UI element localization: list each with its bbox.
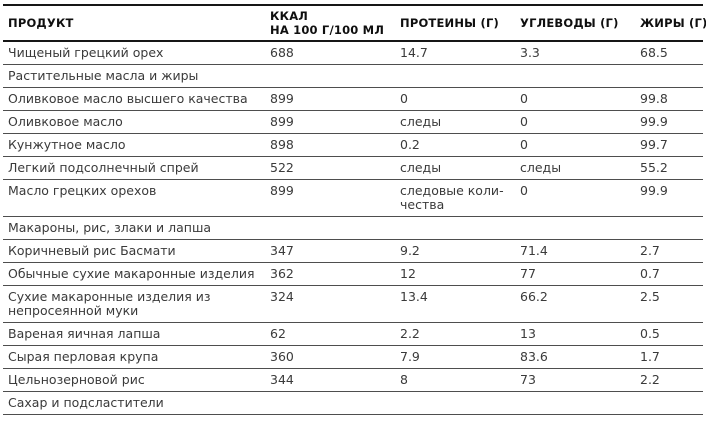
cell-protein: 14.7	[398, 41, 518, 65]
col-header-fat: ЖИРЫ (Г)	[638, 5, 706, 42]
cell-kcal: 344	[268, 368, 398, 392]
table-body: Чищеный грецкий орех 688 14.7 3.3 68.5 Растит…	[3, 41, 703, 415]
section-title: Макароны, рис, злаки и лапша	[3, 216, 703, 240]
cell-kcal: 688	[268, 41, 398, 65]
table-row: Обычные сухие макаронные изделия 362 12 77 0…	[3, 262, 703, 286]
cell-protein: 13.4	[398, 285, 518, 323]
section-row: Растительные масла и жиры	[3, 64, 703, 88]
cell-protein: 7.9	[398, 345, 518, 369]
cell-fat: 99.9	[638, 110, 703, 134]
cell-product: Легкий подсолнечный спрей	[3, 156, 268, 180]
col-header-protein: ПРОТЕИНЫ (Г)	[398, 5, 518, 42]
cell-carbs: следы	[518, 156, 638, 180]
cell-fat: 68.5	[638, 41, 703, 65]
cell-fat: 2.2	[638, 368, 703, 392]
cell-product: Чищеный грецкий орех	[3, 41, 268, 65]
cell-carbs: 0	[518, 110, 638, 134]
col-header-kcal-line1: ККАЛ	[270, 9, 309, 23]
table-row: Оливковое масло 899 следы 0 99.9	[3, 110, 703, 134]
cell-product: Обычные сухие макаронные изделия	[3, 262, 268, 286]
cell-kcal: 362	[268, 262, 398, 286]
cell-carbs: 13	[518, 322, 638, 346]
cell-kcal: 324	[268, 285, 398, 323]
cell-kcal: 62	[268, 322, 398, 346]
table-row: Сухие макаронные изделия из непросе­янно…	[3, 285, 703, 323]
col-header-product: ПРОДУКТ	[3, 5, 268, 42]
cell-carbs: 83.6	[518, 345, 638, 369]
cell-protein: следы	[398, 156, 518, 180]
table-row: Оливковое масло высшего качества 899 0 0 99.…	[3, 87, 703, 111]
header-row: ПРОДУКТ ККАЛ НА 100 Г/100 МЛ ПРОТЕИНЫ (Г…	[3, 5, 706, 42]
cell-kcal: 522	[268, 156, 398, 180]
col-header-carbs: УГЛЕВОДЫ (Г)	[518, 5, 638, 42]
cell-product: Оливковое масло	[3, 110, 268, 134]
cell-product: Сырая перловая крупа	[3, 345, 268, 369]
col-header-fat-label: ЖИРЫ (Г)	[640, 16, 706, 30]
col-header-product-label: ПРОДУКТ	[8, 16, 74, 30]
cell-product: Оливковое масло высшего качества	[3, 87, 268, 111]
cell-protein: 12	[398, 262, 518, 286]
cell-product: Цельнозерновой рис	[3, 368, 268, 392]
cell-protein: 2.2	[398, 322, 518, 346]
cell-fat: 1.7	[638, 345, 703, 369]
cell-fat: 99.9	[638, 179, 703, 217]
cell-carbs: 0	[518, 179, 638, 217]
cell-carbs: 73	[518, 368, 638, 392]
table-row: Вареная яичная лапша 62 2.2 13 0.5	[3, 322, 703, 346]
table-row: Цельнозерновой рис 344 8 73 2.2	[3, 368, 703, 392]
cell-kcal: 360	[268, 345, 398, 369]
cell-kcal: 898	[268, 133, 398, 157]
cell-product: Сухие макаронные изделия из непросе­янно…	[3, 285, 268, 323]
cell-carbs: 0	[518, 87, 638, 111]
section-row: Сахар и подсластители	[3, 391, 703, 415]
cell-protein: 0	[398, 87, 518, 111]
table-row: Коричневый рис Басмати 347 9.2 71.4 2.7	[3, 239, 703, 263]
cell-fat: 99.7	[638, 133, 703, 157]
cell-protein: следовые коли­чества	[398, 179, 518, 217]
table-row: Легкий подсолнечный спрей 522 следы следы 55…	[3, 156, 703, 180]
section-title: Растительные масла и жиры	[3, 64, 703, 88]
cell-carbs: 77	[518, 262, 638, 286]
table-row: Масло грецких орехов 899 следовые коли­чес…	[3, 179, 703, 217]
table-row: Кунжутное масло 898 0.2 0 99.7	[3, 133, 703, 157]
cell-fat: 2.5	[638, 285, 703, 323]
cell-kcal: 347	[268, 239, 398, 263]
cell-fat: 55.2	[638, 156, 703, 180]
table-row: Чищеный грецкий орех 688 14.7 3.3 68.5	[3, 41, 703, 65]
cell-product: Масло грецких орехов	[3, 179, 268, 217]
cell-protein: 8	[398, 368, 518, 392]
cell-kcal: 899	[268, 87, 398, 111]
col-header-carbs-label: УГЛЕВОДЫ (Г)	[520, 16, 619, 30]
col-header-kcal-line2: НА 100 Г/100 МЛ	[270, 23, 385, 37]
cell-fat: 0.5	[638, 322, 703, 346]
cell-kcal: 899	[268, 110, 398, 134]
cell-fat: 0.7	[638, 262, 703, 286]
cell-carbs: 71.4	[518, 239, 638, 263]
cell-carbs: 3.3	[518, 41, 638, 65]
cell-fat: 2.7	[638, 239, 703, 263]
cell-product: Вареная яичная лапша	[3, 322, 268, 346]
cell-kcal: 899	[268, 179, 398, 217]
col-header-protein-label: ПРОТЕИНЫ (Г)	[400, 16, 499, 30]
cell-protein: 0.2	[398, 133, 518, 157]
col-header-kcal: ККАЛ НА 100 Г/100 МЛ	[268, 5, 398, 42]
cell-fat: 99.8	[638, 87, 703, 111]
cell-carbs: 66.2	[518, 285, 638, 323]
cell-protein: следы	[398, 110, 518, 134]
cell-carbs: 0	[518, 133, 638, 157]
section-row: Макароны, рис, злаки и лапша	[3, 216, 703, 240]
cell-product: Коричневый рис Басмати	[3, 239, 268, 263]
cell-protein: 9.2	[398, 239, 518, 263]
nutrition-table: ПРОДУКТ ККАЛ НА 100 Г/100 МЛ ПРОТЕИНЫ (Г…	[3, 4, 706, 415]
table-header: ПРОДУКТ ККАЛ НА 100 Г/100 МЛ ПРОТЕИНЫ (Г…	[3, 5, 706, 42]
table-row: Сырая перловая крупа 360 7.9 83.6 1.7	[3, 345, 703, 369]
section-title: Сахар и подсластители	[3, 391, 703, 415]
cell-product: Кунжутное масло	[3, 133, 268, 157]
